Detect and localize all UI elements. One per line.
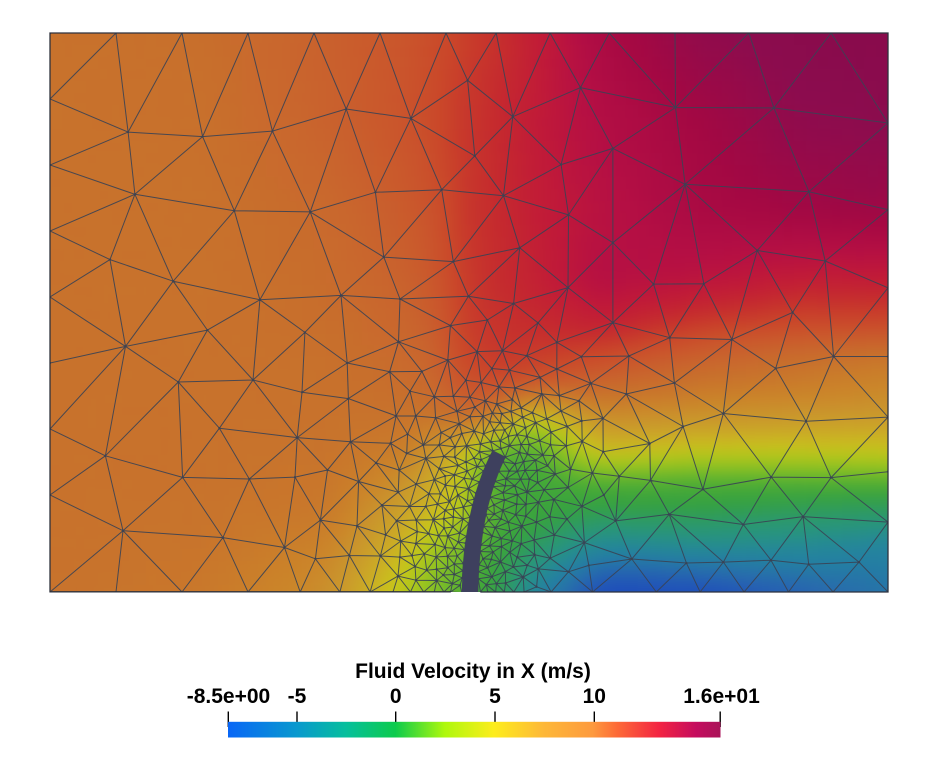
svg-text:1.6e+01: 1.6e+01 (683, 685, 760, 708)
svg-text:10: 10 (583, 685, 606, 708)
svg-text:5: 5 (489, 685, 501, 708)
svg-text:-8.5e+00: -8.5e+00 (187, 685, 271, 708)
svg-text:0: 0 (390, 685, 402, 708)
svg-text:Fluid Velocity in X (m/s): Fluid Velocity in X (m/s) (355, 660, 591, 683)
svg-text:-5: -5 (288, 685, 307, 708)
